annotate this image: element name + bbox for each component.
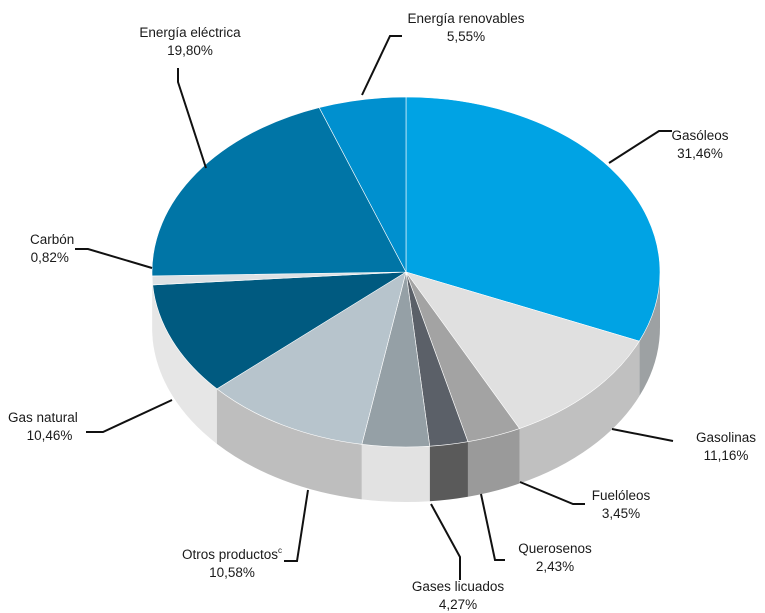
leader-lines: [75, 35, 674, 580]
label-name-text: Otros productos: [182, 547, 278, 562]
side-gas-natural: [152, 284, 217, 444]
slice-labels: Gasóleos 31,46% Gasolinas 11,16% Fuelóleos 3,…: [8, 11, 756, 612]
label-name-gasoleos: Gasóleos: [671, 128, 728, 143]
side-fueloleos: [467, 428, 520, 497]
side-gases-licuados: [361, 444, 430, 502]
label-name-text: Querosenos: [518, 541, 592, 556]
label-name-text: Energía eléctrica: [139, 25, 241, 40]
leader-gases-licuados: [430, 503, 461, 580]
label-name-energia-renovables: Energía renovables: [407, 11, 524, 26]
label-value-fueloleos: 3,45%: [602, 506, 640, 521]
label-name-querosenos: Querosenos: [518, 541, 592, 556]
label-value-gases-licuados: 4,27%: [439, 597, 477, 612]
label-value-querosenos: 2,43%: [536, 559, 574, 574]
label-name-gases-licuados: Gases licuados: [412, 579, 505, 594]
label-value-gas-natural: 10,46%: [27, 428, 73, 443]
side-gasolinas: [519, 341, 640, 484]
label-name-gas-natural: Gas natural: [8, 410, 78, 425]
label-superscript: c: [278, 546, 282, 555]
pie-slices: [151, 96, 661, 448]
label-value-gasoleos: 31,46%: [677, 146, 723, 161]
slice-gasoleos[interactable]: [405, 96, 661, 342]
side-otros-productos: [216, 388, 362, 500]
label-value-otros-productos: 10,58%: [209, 565, 255, 580]
leader-gasolinas: [611, 428, 674, 442]
slice-energia-electrica[interactable]: [151, 107, 407, 277]
leader-energia-renovables: [361, 35, 402, 96]
label-name-energia-electrica: Energía eléctrica: [139, 25, 241, 40]
label-name-text: Energía renovables: [407, 11, 524, 26]
slice-gas-natural[interactable]: [152, 271, 407, 390]
label-value-energia-electrica: 19,80%: [167, 43, 213, 58]
slice-energia-renovables[interactable]: [318, 96, 407, 273]
slice-gasolinas[interactable]: [405, 271, 640, 429]
side-gasoleos: [639, 272, 660, 397]
leader-gas-natural: [86, 399, 173, 433]
pie-sides: [151, 272, 660, 502]
label-name-text: Gasolinas: [696, 430, 756, 445]
label-name-gasolinas: Gasolinas: [696, 430, 756, 445]
side-carbon: [152, 275, 153, 340]
label-name-text: Gas natural: [8, 410, 78, 425]
side-querosenos: [429, 441, 468, 502]
leader-carbon: [75, 248, 153, 269]
leader-gasoleos: [608, 130, 672, 164]
leader-energia-electrica: [177, 68, 207, 169]
label-value-carbon: 0,82%: [31, 250, 69, 265]
label-value-gasolinas: 11,16%: [704, 448, 749, 463]
leader-otros-productos: [284, 489, 309, 562]
label-name-text: Fuelóleos: [592, 488, 651, 503]
slice-otros-productos[interactable]: [216, 271, 407, 445]
leader-fueloleos: [519, 481, 585, 505]
leader-querosenos: [480, 493, 505, 561]
label-value-energia-renovables: 5,55%: [447, 29, 485, 44]
label-name-text: Gases licuados: [412, 579, 505, 594]
label-name-text: Gasóleos: [671, 128, 728, 143]
label-name-carbon: Carbón: [30, 232, 74, 247]
label-name-otros-productos: Otros productosc: [182, 546, 282, 562]
label-name-fueloleos: Fuelóleos: [592, 488, 651, 503]
label-name-text: Carbón: [30, 232, 74, 247]
